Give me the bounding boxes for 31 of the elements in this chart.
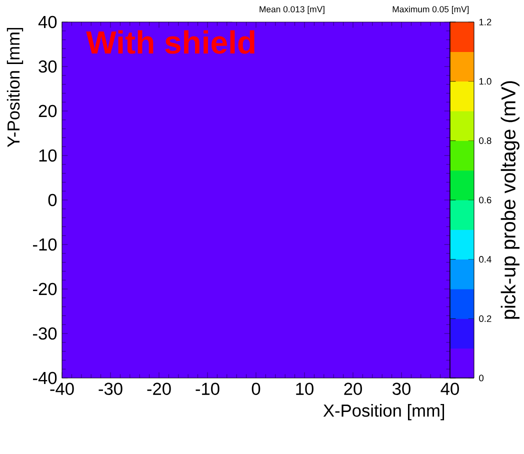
- x-axis-title: X-Position [mm]: [323, 404, 444, 420]
- x-tick-label: -40: [50, 382, 74, 395]
- color-bar-label: 1.0: [479, 78, 492, 85]
- x-tick-label: 30: [392, 382, 410, 395]
- x-tick-label: -10: [196, 382, 220, 395]
- y-tick-label: -10: [33, 238, 57, 251]
- color-bar-title: pick-up probe voltage (mV): [500, 81, 520, 319]
- x-tick-label: -20: [147, 382, 171, 395]
- y-axis-title: Y-Position [mm]: [6, 28, 24, 148]
- x-tick-label: 0: [252, 382, 260, 395]
- y-tick-label: 20: [38, 104, 57, 118]
- x-tick-label: 40: [440, 382, 459, 395]
- x-tick-label: -30: [98, 382, 122, 395]
- y-tick-label: 30: [38, 60, 57, 73]
- chart-title: With shield: [86, 30, 254, 54]
- x-tick-label: 20: [344, 382, 362, 395]
- y-tick-label: -40: [33, 372, 57, 384]
- text: Mean 0.013 [mV]: [260, 6, 324, 14]
- y-tick-label: 10: [39, 149, 57, 162]
- y-tick-label: 40: [38, 16, 57, 28]
- y-tick-label: -20: [33, 282, 57, 296]
- x-tick-label: 10: [296, 382, 314, 395]
- color-bar-label: 0.6: [479, 196, 492, 204]
- color-bar-label: 0.4: [479, 256, 492, 263]
- color-bar-label: 0: [479, 374, 484, 382]
- text: Maximum 0.05 [mV]: [392, 6, 469, 14]
- y-tick-label: -30: [33, 327, 57, 340]
- color-bar-label: 0.8: [479, 137, 492, 144]
- color-bar-label: 0.2: [479, 315, 492, 322]
- y-tick-label: 0: [48, 194, 57, 206]
- color-bar-label: 1.2: [479, 18, 492, 26]
